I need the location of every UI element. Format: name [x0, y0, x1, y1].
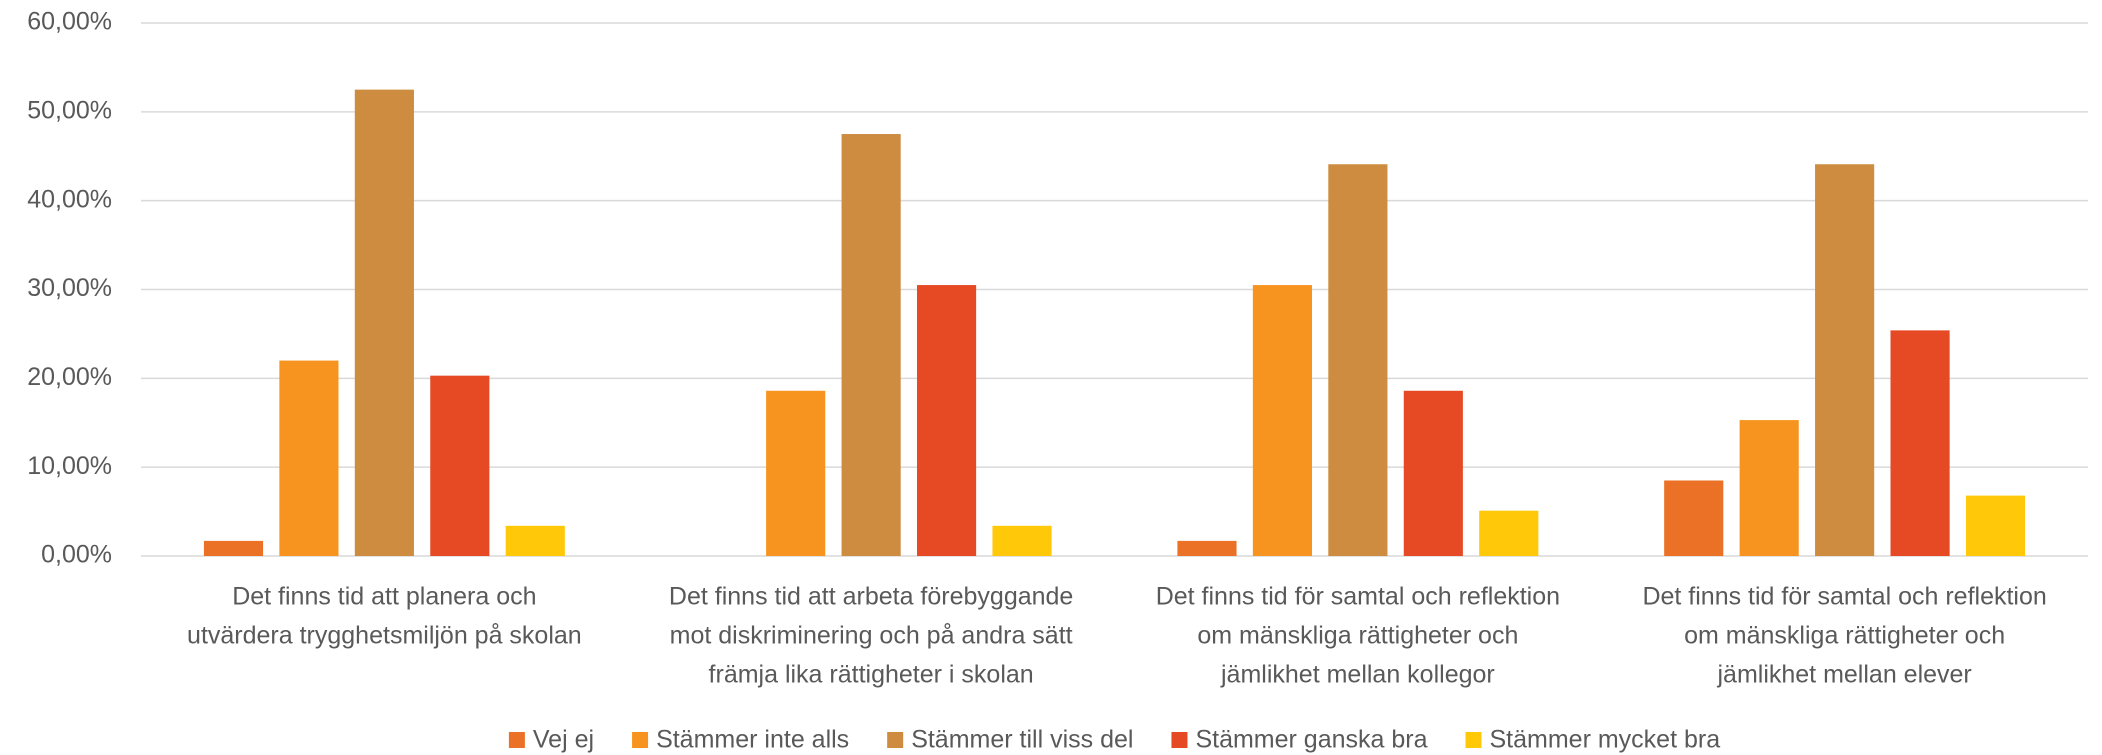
x-tick-label: Det finns tid att planera och: [232, 583, 536, 611]
bar: [354, 89, 414, 556]
bar: [1328, 164, 1388, 556]
x-tick-label: om mänskliga rättigheter och: [1684, 622, 2005, 650]
legend-swatch: [508, 732, 525, 748]
bar: [1177, 540, 1237, 556]
bar: [1252, 285, 1312, 556]
bar: [279, 360, 339, 556]
bar: [430, 375, 490, 556]
bar: [203, 540, 264, 556]
bar: [1815, 164, 1875, 556]
legend-label: Stämmer ganska bra: [1195, 726, 1427, 754]
y-tick-label: 30,00%: [27, 274, 112, 302]
legend-label: Stämmer inte alls: [656, 726, 849, 754]
legend-swatch: [1171, 732, 1188, 748]
bar: [1403, 390, 1463, 556]
legend-swatch: [632, 732, 649, 748]
bar: [1739, 420, 1799, 556]
x-tick-label: jämlikhet mellan elever: [1716, 661, 1971, 689]
x-tick-label: utvärdera trygghetsmiljön på skolan: [187, 622, 582, 650]
bar: [1479, 510, 1539, 556]
bar: [1890, 330, 1950, 556]
legend-label: Vej ej: [533, 726, 594, 754]
bar: [1664, 480, 1724, 556]
bar: [992, 525, 1052, 556]
y-tick-label: 40,00%: [27, 185, 112, 213]
x-tick-label: jämlikhet mellan kollegor: [1220, 661, 1495, 689]
x-tick-label: Det finns tid för samtal och reflektion: [1156, 583, 1560, 611]
legend-swatch: [1465, 732, 1482, 748]
legend-swatch: [887, 732, 904, 748]
x-tick-label: främja lika rättigheter i skolan: [709, 661, 1034, 689]
bar: [505, 525, 565, 556]
x-tick-label: om mänskliga rättigheter och: [1197, 622, 1518, 650]
y-tick-label: 50,00%: [27, 96, 112, 124]
bar: [917, 285, 977, 556]
y-tick-label: 20,00%: [27, 363, 112, 391]
legend-label: Stämmer till viss del: [911, 726, 1133, 754]
legend-label: Stämmer mycket bra: [1490, 726, 1721, 754]
bar: [841, 134, 901, 556]
x-tick-label: mot diskriminering och på andra sätt: [670, 622, 1073, 650]
bar: [766, 390, 826, 556]
x-tick-label: Det finns tid för samtal och reflektion: [1642, 583, 2046, 611]
y-tick-label: 60,00%: [27, 8, 112, 36]
bar: [1965, 495, 2026, 556]
x-tick-label: Det finns tid att arbeta förebyggande: [669, 583, 1073, 611]
y-tick-label: 0,00%: [41, 541, 112, 569]
y-tick-label: 10,00%: [27, 452, 112, 480]
